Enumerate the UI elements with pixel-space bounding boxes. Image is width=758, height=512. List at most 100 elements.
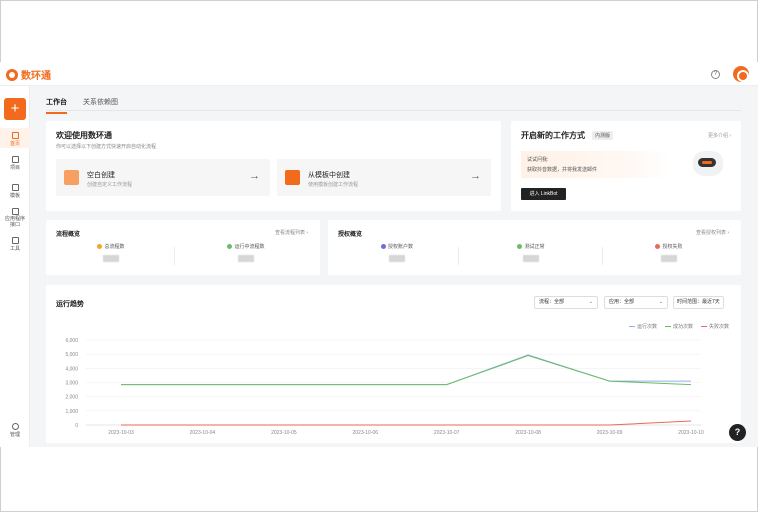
user-avatar[interactable] [733,66,749,82]
run-trend-chart: 0 1,000 2,000 3,000 4,000 5,000 6,000 2023-10-0… [65,338,704,436]
sidebar-item-tool[interactable]: 工具 [0,237,30,252]
app-name: 数环通 [21,71,51,82]
sidebar: + 首页 项目 模板 应用程序接口 工具 管理 [0,86,30,447]
stat-label: 授权失败 [662,244,683,250]
stat-value-redacted [103,255,119,262]
blank-create-button[interactable]: 空白创建 创建自定义工作流程 → [56,159,270,196]
x-tick-label: 2023-10-03 [108,430,134,436]
legend-item-fail[interactable]: 失败次数 [700,323,729,330]
app-filter-value: 应用：全部 [609,299,635,305]
legend-label: 失败次数 [708,324,729,330]
chart-legend: 运行次数 成功次数 失败次数 [628,323,729,330]
stat-value-redacted [238,255,254,262]
legend-item-success[interactable]: 成功次数 [664,323,693,330]
chevron-down-icon: ⌄ [658,299,663,305]
divider [458,247,459,265]
flow-filter-select[interactable]: 流程：全部 ⌄ [534,296,598,309]
x-tick-label: 2023-10-07 [434,430,460,436]
new-work-card: 开启新的工作方式 内测版 更多介绍 › 试试问我: 获取抖音数据，并将我发送邮件… [511,121,741,211]
new-work-title: 开启新的工作方式 [521,131,585,140]
api-icon [11,208,19,215]
blank-create-title: 空白创建 [87,172,115,179]
tab-workbench[interactable]: 工作台 [46,97,67,114]
x-tick-label: 2023-10-06 [352,430,378,436]
sidebar-item-manage[interactable]: 管理 [0,423,30,438]
x-tick-label: 2023-10-04 [190,430,216,436]
welcome-subtitle: 你可以选择以下创建方式快速开启自动化流程 [56,144,157,150]
stat-value-redacted [523,255,539,262]
help-float-button[interactable]: ? [729,424,746,441]
trend-title: 运行趋势 [56,301,84,308]
beta-badge: 内测版 [592,131,614,140]
stat-label: 授权账户数 [387,244,413,250]
help-icon[interactable]: ? [711,70,720,79]
sidebar-item-label: 首页 [9,141,20,147]
y-tick-label: 5,000 [65,352,78,358]
arrow-right-icon: → [249,170,260,182]
y-tick-label: 4,000 [65,366,78,372]
sidebar-item-label: 项目 [9,165,20,171]
auth-accounts-stat: 授权账户数 [352,243,442,262]
y-tick-label: 6,000 [65,338,78,344]
enter-linkbot-button[interactable]: 进入 LinkBot [521,188,566,200]
stat-label: 总流程数 [104,244,125,250]
sidebar-item-template[interactable]: 模板 [0,184,30,199]
series-line [121,420,692,426]
settings-icon [11,423,19,430]
divider [602,247,603,265]
template-icon [11,184,19,191]
legend-swatch [700,326,707,327]
template-create-button[interactable]: 从模板中创建 使用模板创建工作流程 → [277,159,491,196]
project-icon [11,156,19,163]
sidebar-item-api[interactable]: 应用程序接口 [0,208,30,228]
legend-swatch [628,326,635,327]
x-tick-label: 2023-10-05 [271,430,297,436]
stat-value-redacted [389,255,405,262]
banner-line-2: 获取抖音数据，并将我发送邮件 [527,167,598,173]
legend-label: 运行次数 [636,324,657,330]
flow-overview-card: 流程概览 查看流程列表 › 总流程数 运行中流程数 [46,220,320,275]
legend-item-run[interactable]: 运行次数 [628,323,657,330]
top-bar: 数环通 ? [0,62,758,86]
check-icon [517,244,523,249]
page-tabs: 工作台 关系依赖图 [46,97,118,114]
x-tick-label: 2023-10-09 [597,430,623,436]
y-tick-label: 2,000 [65,395,78,401]
blank-create-desc: 创建自定义工作流程 [87,182,133,188]
legend-label: 成功次数 [672,324,693,330]
arrow-right-icon: → [470,170,481,182]
tab-dependency-graph[interactable]: 关系依赖图 [83,99,118,106]
add-button[interactable]: + [4,98,26,120]
flow-list-link[interactable]: 查看流程列表 › [274,230,308,236]
auth-overview-title: 授权概览 [338,232,363,238]
time-range-select[interactable]: 时间范围：最近7天 [673,296,724,309]
sidebar-item-home[interactable]: 首页 [0,128,30,148]
app-filter-select[interactable]: 应用：全部 ⌄ [604,296,668,309]
x-tick-label: 2023-10-10 [678,430,704,436]
sidebar-item-label: 管理 [9,432,20,438]
sidebar-item-project[interactable]: 项目 [0,156,30,171]
more-intro-link[interactable]: 更多介绍 › [707,133,731,139]
stat-label: 测试正常 [524,244,545,250]
total-flows-icon [97,244,103,249]
fail-icon [655,244,661,249]
auth-list-link[interactable]: 查看授权列表 › [695,230,729,236]
welcome-card: 欢迎使用数环通 你可以选择以下创建方式快速开启自动化流程 空白创建 创建自定义工… [46,121,501,211]
home-icon [11,132,19,139]
blank-create-icon [64,170,79,185]
app-logo[interactable]: 数环通 [6,67,51,82]
tool-icon [11,237,19,244]
robot-icon [693,151,723,176]
test-ok-stat: 测试正常 [486,243,576,262]
x-tick-label: 2023-10-08 [515,430,541,436]
series-line [121,355,692,386]
linkbot-banner: 试试问我: 获取抖音数据，并将我发送邮件 [521,151,671,178]
tab-divider [46,110,741,111]
stat-label: 运行中流程数 [234,244,265,250]
y-tick-label: 1,000 [65,409,78,415]
legend-swatch [664,326,671,327]
welcome-title: 欢迎使用数环通 [56,131,112,140]
chevron-down-icon: ⌄ [588,299,593,305]
flow-filter-value: 流程：全部 [539,299,565,305]
sidebar-item-label: 工具 [9,246,20,252]
